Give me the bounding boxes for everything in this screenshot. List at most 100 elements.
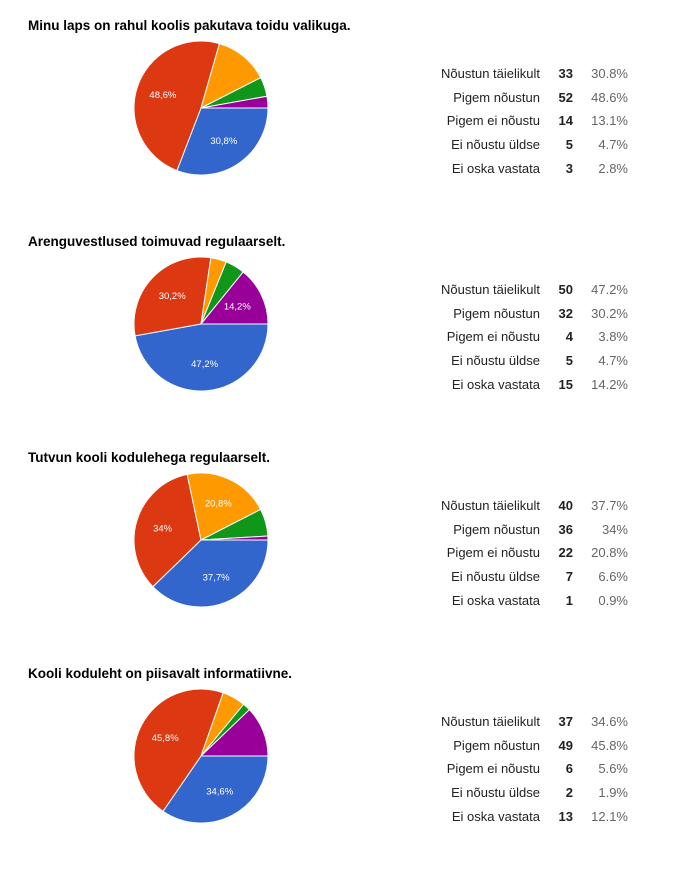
response-table: Nõustun täielikult 40 37.7% Pigem nõustun 36… — [380, 494, 628, 612]
table-row: Ei nõustu üldse 5 4.7% — [380, 133, 628, 157]
table-row: Pigem ei nõustu 22 20.8% — [380, 541, 628, 565]
response-percent: 3.8% — [598, 329, 628, 345]
pie-chart: 30,8% 48,6% — [133, 40, 269, 176]
table-row: Nõustun täielikult 40 37.7% — [380, 494, 628, 518]
option-label: Nõustun täielikult — [441, 282, 540, 298]
table-row: Pigem ei nõustu 6 5.6% — [380, 757, 628, 781]
pie-slice — [133, 256, 212, 337]
slice-label: 20,8% — [205, 499, 232, 510]
table-row: Ei oska vastata 3 2.8% — [380, 156, 628, 180]
response-count: 37 — [558, 714, 573, 730]
response-count: 5 — [565, 137, 573, 153]
question-title: Minu laps on rahul koolis pakutava toidu… — [28, 18, 351, 33]
pie-slice — [162, 755, 269, 824]
response-count: 4 — [565, 329, 573, 345]
response-count: 33 — [558, 66, 573, 82]
response-percent: 1.9% — [598, 785, 628, 801]
response-percent: 5.6% — [598, 761, 628, 777]
table-row: Ei oska vastata 13 12.1% — [380, 804, 628, 828]
response-percent: 30.2% — [591, 305, 628, 321]
table-row: Pigem nõustun 52 48.6% — [380, 86, 628, 110]
table-row: Ei oska vastata 15 14.2% — [380, 372, 628, 396]
slice-label: 30,2% — [159, 291, 186, 302]
pie-slice — [152, 539, 269, 608]
response-count: 15 — [558, 376, 573, 392]
pie-slice — [200, 535, 269, 541]
response-table: Nõustun täielikult 33 30.8% Pigem nõustun 52… — [380, 62, 628, 180]
response-percent: 20.8% — [591, 545, 628, 561]
option-label: Pigem ei nõustu — [446, 761, 540, 777]
response-count: 52 — [558, 89, 573, 105]
response-count: 32 — [558, 305, 573, 321]
table-row: Nõustun täielikult 37 34.6% — [380, 710, 628, 734]
slice-label: 34,6% — [206, 787, 233, 798]
table-row: Pigem nõustun 49 45.8% — [380, 734, 628, 758]
option-label: Pigem nõustun — [453, 521, 540, 537]
response-count: 14 — [558, 113, 573, 129]
response-count: 5 — [565, 353, 573, 369]
table-row: Pigem nõustun 32 30.2% — [380, 302, 628, 326]
response-count: 1 — [565, 592, 573, 608]
response-count: 40 — [558, 498, 573, 514]
option-label: Nõustun täielikult — [441, 714, 540, 730]
option-label: Ei oska vastata — [451, 592, 540, 608]
pie-slice — [176, 107, 269, 176]
question-title: Tutvun kooli kodulehega regulaarselt. — [28, 450, 271, 465]
option-label: Ei nõustu üldse — [451, 137, 540, 153]
option-label: Ei oska vastata — [451, 160, 540, 176]
response-percent: 4.7% — [598, 353, 628, 369]
option-label: Nõustun täielikult — [441, 66, 540, 82]
response-percent: 47.2% — [591, 282, 628, 298]
question-title: Kooli koduleht on piisavalt informatiivn… — [28, 666, 293, 681]
question-section: Arenguvestlused toimuvad regulaarselt. 47… — [0, 234, 695, 450]
pie-slice — [199, 708, 269, 757]
response-count: 3 — [565, 160, 573, 176]
question-title: Arenguvestlused toimuvad regulaarselt. — [28, 234, 286, 249]
slice-label: 30,8% — [210, 136, 237, 147]
response-percent: 12.1% — [591, 808, 628, 824]
response-count: 22 — [558, 545, 573, 561]
slice-label: 47,2% — [191, 359, 218, 370]
table-row: Ei nõustu üldse 2 1.9% — [380, 781, 628, 805]
table-row: Nõustun täielikult 50 47.2% — [380, 278, 628, 302]
response-percent: 48.6% — [591, 89, 628, 105]
slice-label: 14,2% — [224, 302, 251, 313]
response-table: Nõustun täielikult 37 34.6% Pigem nõustun 49… — [380, 710, 628, 828]
response-count: 13 — [558, 808, 573, 824]
pie-slice — [133, 473, 202, 588]
slice-label: 34% — [153, 523, 173, 534]
pie-slice — [200, 95, 269, 109]
response-percent: 34.6% — [591, 714, 628, 730]
response-count: 6 — [565, 761, 573, 777]
slice-label: 45,8% — [152, 733, 179, 744]
response-table: Nõustun täielikult 50 47.2% Pigem nõustun 32… — [380, 278, 628, 396]
response-count: 2 — [565, 785, 573, 801]
response-percent: 13.1% — [591, 113, 628, 129]
slice-label: 48,6% — [149, 90, 176, 101]
option-label: Pigem nõustun — [453, 737, 540, 753]
option-label: Ei oska vastata — [451, 808, 540, 824]
option-label: Ei nõustu üldse — [451, 569, 540, 585]
response-count: 36 — [558, 521, 573, 537]
option-label: Pigem ei nõustu — [446, 329, 540, 345]
table-row: Ei oska vastata 1 0.9% — [380, 588, 628, 612]
table-row: Ei nõustu üldse 5 4.7% — [380, 349, 628, 373]
pie-slice — [133, 688, 224, 812]
pie-slice — [200, 42, 262, 109]
slice-label: 37,7% — [203, 572, 230, 583]
response-percent: 34% — [601, 521, 628, 537]
pie-slice — [199, 271, 269, 325]
pie-slice — [134, 323, 269, 392]
pie-slice — [133, 40, 221, 172]
response-percent: 45.8% — [591, 737, 628, 753]
response-count: 49 — [558, 737, 573, 753]
response-percent: 0.9% — [598, 592, 628, 608]
response-percent: 30.8% — [591, 66, 628, 82]
pie-chart: 37,7% 34% 20,8% — [133, 472, 269, 608]
pie-chart: 47,2% 30,2% 14,2% — [133, 256, 269, 392]
option-label: Ei nõustu üldse — [451, 785, 540, 801]
pie-slice — [186, 472, 262, 541]
option-label: Pigem ei nõustu — [446, 545, 540, 561]
response-percent: 6.6% — [598, 569, 628, 585]
table-row: Pigem ei nõustu 14 13.1% — [380, 109, 628, 133]
